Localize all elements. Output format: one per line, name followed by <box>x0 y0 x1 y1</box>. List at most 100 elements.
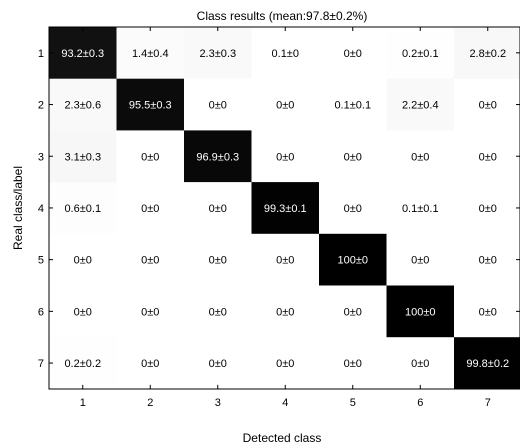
cell-label-r7-c6: 0±0 <box>411 358 429 370</box>
cell-r1-c5 <box>319 27 387 80</box>
cell-r6-c2 <box>116 285 184 338</box>
cell-label-r3-c3: 96.9±0.3 <box>196 151 239 163</box>
cell-label-r2-c6: 2.2±0.4 <box>402 100 439 112</box>
cell-r2-c7 <box>454 78 520 131</box>
cell-label-r1-c5: 0±0 <box>344 48 362 60</box>
cell-label-r7-c4: 0±0 <box>276 358 294 370</box>
y-axis-label: Real class/label <box>11 166 25 250</box>
cell-r1-c4 <box>251 27 319 80</box>
cell-label-r2-c5: 0.1±0.1 <box>334 100 371 112</box>
cell-r5-c7 <box>454 233 520 286</box>
cell-r2-c6 <box>386 78 454 131</box>
cell-label-r6-c4: 0±0 <box>276 306 294 318</box>
cell-label-r3-c5: 0±0 <box>344 151 362 163</box>
chart-title: Class results (mean:97.8±0.2%) <box>197 9 368 23</box>
cell-r7-c1 <box>49 337 117 390</box>
cell-r7-c2 <box>116 337 184 390</box>
cell-r5-c4 <box>251 233 319 286</box>
cell-label-r2-c4: 0±0 <box>276 100 294 112</box>
x-tick-label-5: 5 <box>350 397 356 409</box>
cell-r4-c1 <box>49 182 117 235</box>
cell-label-r3-c7: 0±0 <box>479 151 497 163</box>
cell-label-r2-c7: 0±0 <box>479 100 497 112</box>
cell-r7-c5 <box>319 337 387 390</box>
cell-label-r2-c2: 95.5±0.3 <box>129 100 172 112</box>
cell-r3-c2 <box>116 130 184 183</box>
x-tick-label-6: 6 <box>417 397 423 409</box>
cell-label-r1-c4: 0.1±0 <box>272 48 299 60</box>
cell-r1-c6 <box>386 27 454 80</box>
x-tick-label-3: 3 <box>215 397 221 409</box>
y-tick-label-5: 5 <box>38 255 44 267</box>
cell-label-r3-c4: 0±0 <box>276 151 294 163</box>
cell-r5-c1 <box>49 233 117 286</box>
cell-r7-c6 <box>386 337 454 390</box>
cell-r4-c6 <box>386 182 454 235</box>
cell-r1-c2 <box>116 27 184 80</box>
cell-r3-c3 <box>184 130 252 183</box>
cell-r3-c4 <box>251 130 319 183</box>
cell-r6-c1 <box>49 285 117 338</box>
cell-label-r4-c7: 0±0 <box>479 203 497 215</box>
y-tick-label-2: 2 <box>38 100 44 112</box>
cell-label-r4-c1: 0.6±0.1 <box>64 203 101 215</box>
cell-label-r6-c1: 0±0 <box>74 306 92 318</box>
cell-label-r2-c3: 0±0 <box>209 100 227 112</box>
cell-label-r4-c4: 99.3±0.1 <box>264 203 307 215</box>
y-tick-label-3: 3 <box>38 151 44 163</box>
axis-ticks: 1 2 3 4 5 6 7 1 2 3 4 5 6 7 <box>38 27 520 409</box>
cell-r6-c5 <box>319 285 387 338</box>
y-tick-label-4: 4 <box>38 203 44 215</box>
cell-r2-c1 <box>49 78 117 131</box>
cell-label-r3-c2: 0±0 <box>141 151 159 163</box>
x-tick-label-1: 1 <box>80 397 86 409</box>
cell-r3-c1 <box>49 130 117 183</box>
cell-r5-c3 <box>184 233 252 286</box>
cell-r3-c5 <box>319 130 387 183</box>
cell-r1-c1 <box>49 27 117 80</box>
cell-r2-c2 <box>116 78 184 131</box>
cell-label-r1-c3: 2.3±0.3 <box>199 48 236 60</box>
cell-label-r6-c5: 0±0 <box>344 306 362 318</box>
cell-r2-c5 <box>319 78 387 131</box>
cell-label-r1-c6: 0.2±0.1 <box>402 48 439 60</box>
x-tick-label-2: 2 <box>147 397 153 409</box>
cell-label-r6-c6: 100±0 <box>405 306 436 318</box>
cell-r7-c4 <box>251 337 319 390</box>
cell-label-r1-c7: 2.8±0.2 <box>469 48 506 60</box>
cell-r4-c5 <box>319 182 387 235</box>
cell-label-r5-c3: 0±0 <box>209 255 227 267</box>
cell-label-r5-c2: 0±0 <box>141 255 159 267</box>
cell-label-r4-c3: 0±0 <box>209 203 227 215</box>
cell-r1-c3 <box>184 27 252 80</box>
cell-r6-c6 <box>386 285 454 338</box>
cell-label-r5-c1: 0±0 <box>74 255 92 267</box>
cell-r6-c4 <box>251 285 319 338</box>
cell-label-r7-c2: 0±0 <box>141 358 159 370</box>
cell-label-r6-c2: 0±0 <box>141 306 159 318</box>
y-tick-label-7: 7 <box>38 358 44 370</box>
cell-r7-c3 <box>184 337 252 390</box>
cell-label-r7-c7: 99.8±0.2 <box>466 358 509 370</box>
cell-label-r3-c1: 3.1±0.3 <box>64 151 101 163</box>
y-tick-label-6: 6 <box>38 306 44 318</box>
cell-r5-c6 <box>386 233 454 286</box>
cell-r7-c7 <box>454 337 520 390</box>
cell-label-r1-c2: 1.4±0.4 <box>132 48 169 60</box>
cell-r2-c4 <box>251 78 319 131</box>
cell-r5-c5 <box>319 233 387 286</box>
cell-r6-c3 <box>184 285 252 338</box>
cell-r2-c3 <box>184 78 252 131</box>
cell-label-r5-c5: 100±0 <box>337 255 368 267</box>
cell-r5-c2 <box>116 233 184 286</box>
x-tick-label-7: 7 <box>485 397 491 409</box>
cell-label-r5-c4: 0±0 <box>276 255 294 267</box>
cell-label-r4-c6: 0.1±0.1 <box>402 203 439 215</box>
cell-r3-c7 <box>454 130 520 183</box>
x-axis-label: Detected class <box>243 431 322 445</box>
cell-label-r6-c3: 0±0 <box>209 306 227 318</box>
cell-r4-c7 <box>454 182 520 235</box>
cell-label-r5-c7: 0±0 <box>479 255 497 267</box>
cell-r4-c4 <box>251 182 319 235</box>
